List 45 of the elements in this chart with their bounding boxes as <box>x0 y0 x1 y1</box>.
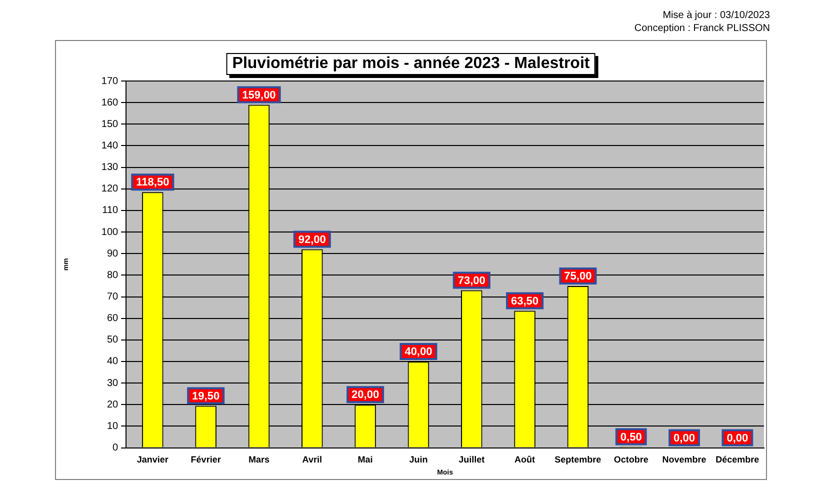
x-tick-label: Octobre <box>614 454 648 465</box>
y-tick-label: 120 <box>101 184 119 195</box>
y-tick-label: 160 <box>101 97 119 108</box>
y-tick-label: 30 <box>106 378 119 389</box>
data-label: 159,00 <box>242 89 276 102</box>
x-tick-label: Mai <box>358 454 373 465</box>
y-tick-label: 0 <box>112 442 119 454</box>
x-tick-label: Janvier <box>136 454 169 465</box>
x-tick-label: Février <box>190 454 222 465</box>
y-tick-label: 80 <box>106 270 119 281</box>
y-tick-label: 150 <box>101 118 119 130</box>
y-tick-label: 60 <box>106 313 119 324</box>
y-tick-label: 70 <box>106 292 119 303</box>
y-tick-label: 130 <box>101 162 119 174</box>
y-tick-label: 50 <box>106 334 119 346</box>
data-label: 0,00 <box>674 432 695 444</box>
data-label: 92,00 <box>298 234 326 246</box>
y-tick-label: 40 <box>106 356 119 368</box>
chart-title: Pluviométrie par mois - année 2023 - Malestroit <box>226 53 596 75</box>
y-tick-label: 100 <box>101 226 119 238</box>
y-tick-label: 20 <box>106 399 119 410</box>
data-label: 0,50 <box>620 431 642 444</box>
x-tick-label: Décembre <box>716 454 760 465</box>
y-tick-label: 10 <box>106 420 119 432</box>
x-tick-label: Avril <box>302 454 322 465</box>
data-label: 19,50 <box>192 390 220 402</box>
x-tick-label: Juillet <box>458 454 485 465</box>
y-tick-label: 140 <box>101 140 119 152</box>
data-label: 20,00 <box>352 389 380 402</box>
text: Mise à jour : 03/10/2023 <box>662 9 770 22</box>
y-tick-label: 170 <box>101 76 119 87</box>
x-tick-label: Juin <box>409 454 428 465</box>
x-tick-label: Mars <box>248 454 270 465</box>
text: Conception : Franck PLISSON <box>634 22 770 35</box>
data-label: 63,50 <box>511 295 539 308</box>
data-label: 118,50 <box>136 176 170 189</box>
x-tick-label: Août <box>514 454 536 465</box>
x-tick-label: Septembre <box>554 454 602 465</box>
data-label: 73,00 <box>458 274 486 287</box>
y-tick-label: 110 <box>102 205 119 216</box>
y-tick-label: 90 <box>106 248 119 260</box>
data-label: 40,00 <box>404 346 432 358</box>
x-tick-label: Novembre <box>662 454 706 465</box>
data-label: 75,00 <box>564 270 592 283</box>
data-label: 0,00 <box>726 432 748 444</box>
